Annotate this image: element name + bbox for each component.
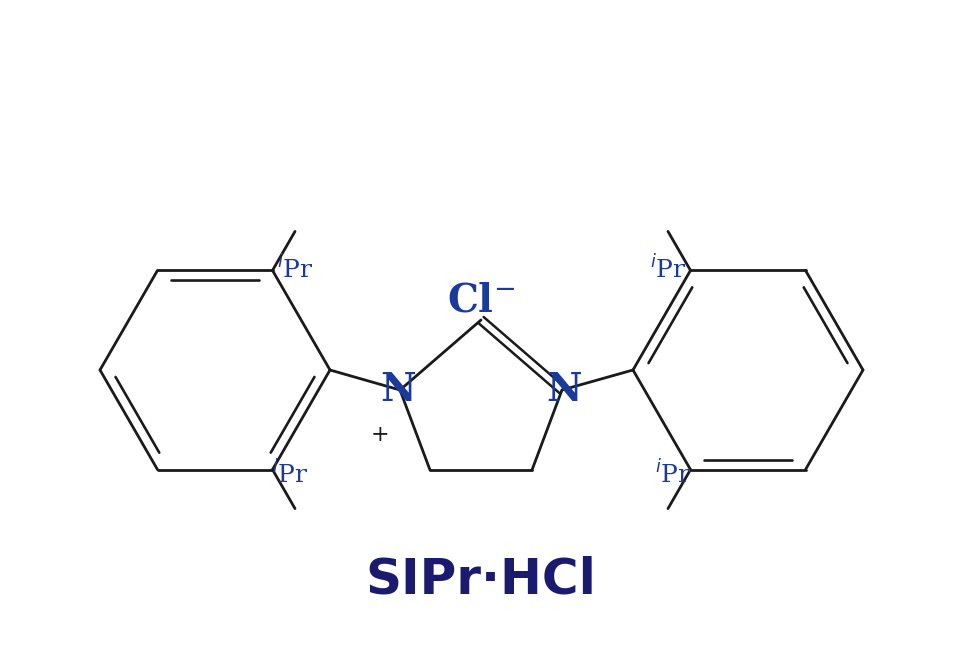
Text: N: N xyxy=(380,371,416,409)
Text: $^{i}$Pr: $^{i}$Pr xyxy=(650,255,687,283)
Text: N: N xyxy=(546,371,582,409)
Text: SIPr·HCl: SIPr·HCl xyxy=(366,556,596,604)
Text: Cl$^{-}$: Cl$^{-}$ xyxy=(447,281,515,319)
Text: $^{i}$Pr: $^{i}$Pr xyxy=(272,459,308,488)
Text: $^{i}$Pr: $^{i}$Pr xyxy=(655,459,691,488)
Text: +: + xyxy=(371,424,389,446)
Text: $^{i}$Pr: $^{i}$Pr xyxy=(276,255,313,283)
